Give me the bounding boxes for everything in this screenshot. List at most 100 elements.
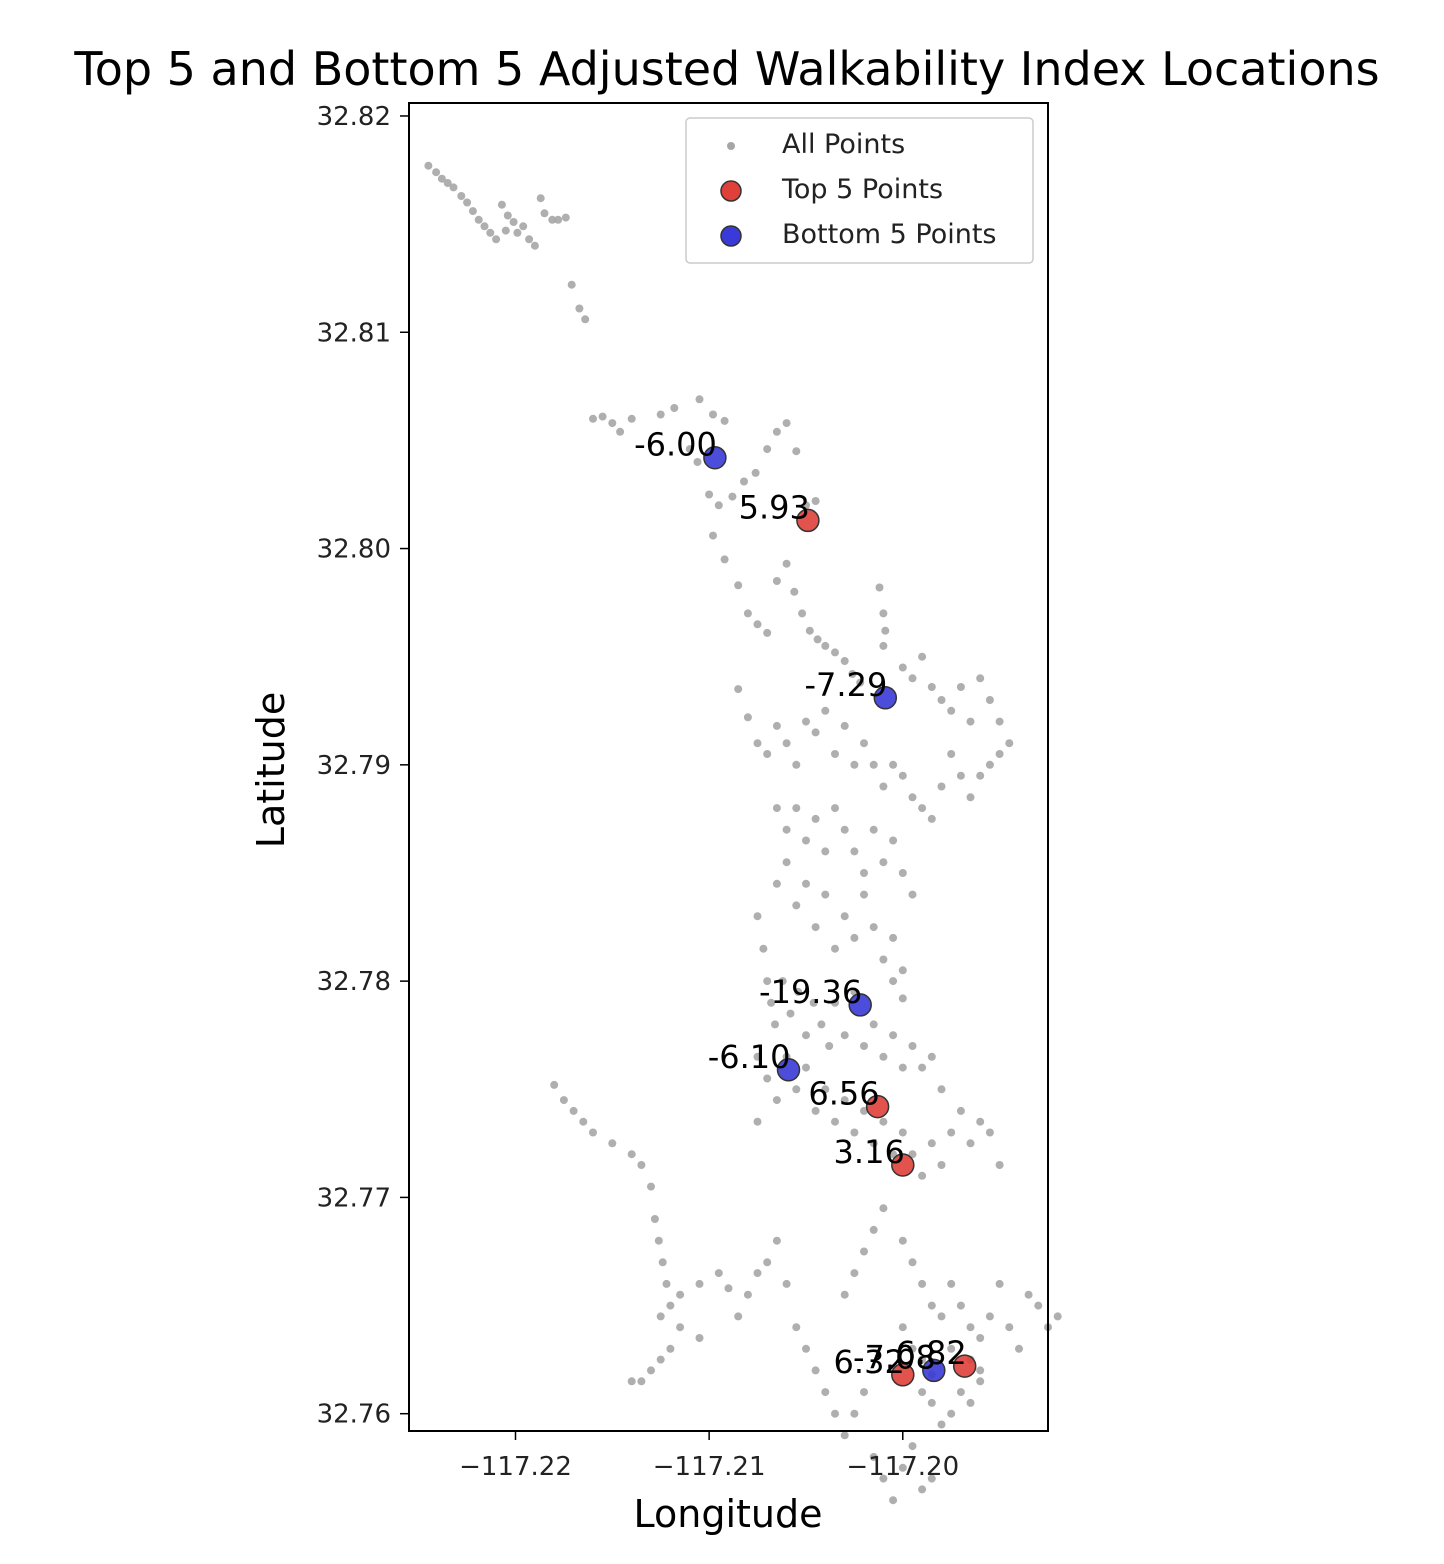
all-point (561, 213, 570, 222)
all-point (840, 1031, 849, 1040)
all-point (860, 869, 868, 877)
all-point (848, 670, 857, 678)
all-point (714, 1269, 723, 1278)
all-point (782, 419, 791, 428)
all-point (976, 1377, 985, 1386)
all-point (811, 923, 820, 932)
all-point (802, 1031, 810, 1040)
all-point (947, 1409, 956, 1418)
all-point (908, 1042, 917, 1050)
all-point (860, 890, 868, 899)
all-point (947, 1279, 956, 1288)
bottom-point (703, 445, 727, 470)
all-point (724, 1284, 733, 1293)
all-point (966, 1139, 975, 1148)
all-point (772, 804, 781, 813)
all-point (763, 977, 772, 986)
all-point (995, 717, 1004, 726)
all-point (889, 836, 898, 845)
all-point (937, 1420, 946, 1429)
all-point (763, 1074, 772, 1083)
all-point (656, 1312, 665, 1321)
all-point (763, 628, 772, 637)
bottom-point-label: -7.08 (853, 1338, 936, 1376)
all-point (850, 933, 859, 942)
top-point-label: 6.82 (895, 1334, 966, 1372)
all-point (976, 1334, 985, 1342)
all-point (637, 1377, 646, 1386)
all-point (898, 771, 907, 780)
all-point (821, 641, 830, 650)
bottom-point-label: -6.10 (708, 1038, 791, 1076)
all-point (811, 728, 820, 737)
all-point (937, 1085, 946, 1094)
all-point (995, 750, 1004, 758)
y-tick-label: 32.82 (317, 102, 391, 132)
all-point (889, 977, 898, 986)
top-point-label: 6.32 (834, 1343, 905, 1381)
all-point (503, 211, 512, 220)
x-tick-label: −117.21 (653, 1452, 766, 1482)
all-point (627, 1377, 636, 1386)
plot-area (424, 161, 1062, 1505)
all-point (474, 215, 483, 224)
x-axis: −117.22 −117.21 −117.20 (459, 1431, 959, 1482)
all-point (927, 1301, 936, 1310)
all-point (821, 847, 830, 856)
all-point (772, 1236, 781, 1245)
all-point (616, 427, 625, 436)
all-point (792, 1323, 801, 1332)
all-point (792, 1085, 801, 1094)
all-point (782, 858, 791, 867)
all-point (666, 1344, 675, 1353)
all-point (778, 977, 787, 986)
all-point (802, 1344, 810, 1353)
all-point (875, 583, 884, 592)
all-point (908, 1442, 917, 1451)
all-point (753, 1269, 762, 1278)
all-point (569, 1106, 578, 1115)
top-point (952, 1354, 977, 1378)
all-point (662, 1279, 671, 1288)
top-point-label: 6.56 (808, 1075, 879, 1113)
all-point (676, 1290, 685, 1299)
all-point (966, 793, 975, 802)
bottom-point (776, 1058, 801, 1082)
all-point (850, 1128, 859, 1137)
all-point (579, 1117, 588, 1126)
all-point (840, 657, 849, 665)
all-point (647, 1366, 655, 1375)
all-point (647, 1182, 655, 1191)
all-point (790, 587, 799, 596)
all-point (720, 555, 729, 564)
legend-marker-all (727, 142, 735, 150)
all-point (734, 581, 743, 590)
all-point (740, 477, 748, 486)
all-point (825, 1042, 834, 1050)
all-point (670, 404, 679, 412)
all-point (782, 559, 791, 568)
all-point (889, 1496, 898, 1505)
all-point (513, 228, 522, 237)
all-point (927, 814, 936, 823)
all-point (519, 222, 528, 231)
all-point (860, 1106, 868, 1115)
all-point (937, 696, 946, 704)
all-point (753, 912, 762, 921)
x-tick-label: −117.22 (459, 1452, 572, 1482)
all-point (898, 1463, 907, 1472)
all-point (918, 652, 927, 661)
all-point (509, 218, 518, 226)
all-point (869, 1225, 878, 1234)
top-point-label: 5.93 (739, 488, 810, 526)
all-point (927, 1139, 936, 1148)
top-point (891, 1363, 915, 1387)
all-point (695, 1334, 704, 1342)
x-tick-label: −117.20 (846, 1452, 959, 1482)
all-point (976, 1366, 985, 1375)
all-point (753, 1052, 762, 1061)
all-point (805, 626, 814, 635)
all-point (947, 706, 956, 715)
all-point (1015, 1344, 1023, 1353)
all-point (850, 847, 859, 856)
